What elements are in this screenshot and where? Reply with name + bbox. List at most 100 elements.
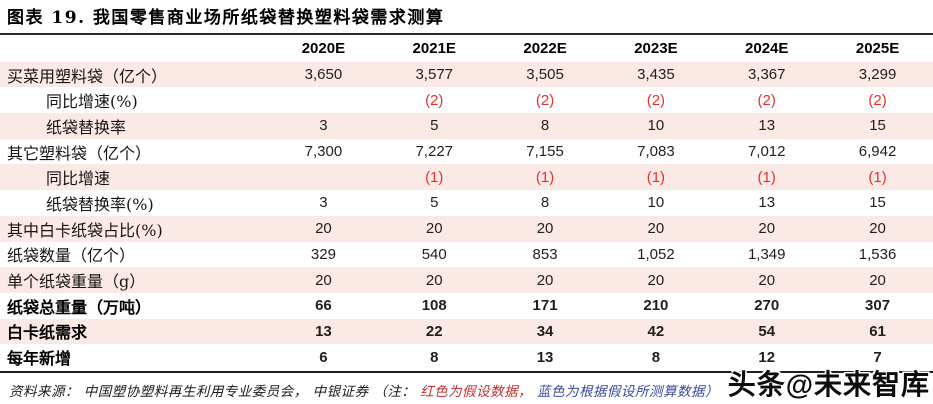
table-row: 纸袋数量（亿个） 329 540 853 1,052 1,349 1,536 [0, 242, 933, 268]
row-label: 买菜用塑料袋（亿个） [7, 66, 168, 86]
cell-value: 10 [647, 194, 665, 212]
cell-value: 7,083 [637, 143, 675, 161]
cell-value: 1,052 [637, 245, 675, 263]
row-label: 纸袋替换率 [46, 117, 127, 137]
title-rule [0, 33, 933, 35]
column-header: 2021E [412, 40, 456, 58]
cell-value: 8 [651, 348, 661, 366]
cell-value: 3,505 [526, 66, 564, 84]
cell-value: 8 [540, 194, 550, 212]
cell-value: (1) [646, 168, 666, 186]
cell-value: 7,300 [304, 143, 343, 161]
cell-value: 13 [758, 194, 776, 212]
cell-value: 12 [758, 348, 776, 366]
cell-value: 171 [532, 297, 558, 315]
row-label: 纸袋总重量（万吨） [7, 297, 152, 317]
table-row: 纸袋总重量（万吨） 66 108 171 210 270 307 [0, 293, 933, 319]
row-label: 白卡纸需求 [7, 323, 88, 343]
cell-value: 540 [421, 245, 447, 263]
column-header: 2025E [855, 40, 900, 58]
cell-value: (2) [757, 91, 776, 109]
table-row: 其中白卡纸袋占比(%) 20 20 20 20 20 20 [0, 215, 933, 242]
cell-value: 66 [315, 297, 332, 315]
row-label: 单个纸袋重量（g） [7, 272, 146, 292]
cell-value: 20 [315, 220, 332, 238]
cell-value: 7,155 [526, 143, 564, 161]
source-note: 资料来源： 中国塑协塑料再生利用专业委员会， 中银证券 （注： 红色为假设数据，… [0, 373, 933, 400]
cell-value: (2) [535, 91, 555, 109]
cell-value: 210 [643, 297, 669, 315]
cell-value: 20 [425, 220, 443, 238]
cell-value: 1,536 [858, 245, 897, 263]
cell-value: 20 [758, 220, 776, 238]
header-row: 2020E 2021E 2022E 2023E 2024E 2025E [0, 36, 933, 62]
cell-value: 20 [869, 271, 886, 289]
row-label: 同比增速 [46, 169, 111, 189]
column-header: 2023E [634, 40, 678, 58]
source-note-segment: 资料来源： 中国塑协塑料再生利用专业委员会， 中银证券 （注： [9, 383, 421, 400]
source-note-segment: 蓝色为根据假设所测算数据） [536, 383, 719, 400]
cell-value: 307 [865, 297, 891, 315]
label-column-header [0, 36, 268, 62]
table-row: 纸袋替换率 3 5 8 10 13 15 [0, 113, 933, 139]
column-header: 2022E [523, 40, 567, 58]
watermark: 头条@未来智库 [727, 369, 930, 400]
table-row: 每年新增 6 8 13 8 12 7 [0, 344, 933, 370]
cell-value: 20 [536, 220, 554, 238]
cell-value: (1) [868, 168, 887, 186]
cell-value: (1) [757, 168, 776, 186]
cell-value: 6 [319, 348, 328, 366]
cell-value: 54 [758, 322, 776, 340]
cell-value: (1) [425, 168, 444, 186]
cell-value: 42 [647, 322, 665, 340]
figure-title: 图表 19. 我国零售商业场所纸袋替换塑料袋需求测算 [7, 8, 445, 28]
cell-value: 3,367 [747, 66, 786, 84]
table-row: 同比增速(%) (2) (2) (2) (2) (2) [0, 87, 933, 113]
cell-value [268, 87, 379, 113]
row-label: 同比增速(%) [46, 92, 138, 112]
cell-value: 34 [536, 322, 554, 340]
cell-value: 10 [647, 117, 665, 135]
cell-value: 3,435 [637, 66, 675, 84]
cell-value: 108 [421, 297, 447, 315]
table-row: 其它塑料袋（亿个） 7,300 7,227 7,155 7,083 7,012 6,942 [0, 139, 933, 165]
cell-value: 6,942 [858, 143, 897, 161]
cell-value: 15 [869, 117, 886, 135]
cell-value: 20 [647, 220, 665, 238]
cell-value: 5 [430, 194, 439, 212]
cell-value: 3,650 [304, 66, 343, 84]
cell-value: 15 [869, 194, 886, 212]
cell-value: 3 [319, 194, 328, 212]
row-label: 纸袋数量（亿个） [7, 246, 136, 266]
cell-value: 13 [536, 348, 554, 366]
cell-value: 20 [758, 271, 776, 289]
column-header: 2020E [301, 40, 346, 58]
cell-value: 270 [754, 297, 780, 315]
row-label: 每年新增 [7, 349, 72, 369]
cell-value: (2) [646, 91, 666, 109]
cell-value [268, 164, 379, 190]
cell-value: 13 [758, 117, 776, 135]
row-label: 其它塑料袋（亿个） [7, 143, 152, 163]
cell-value: (2) [425, 91, 444, 109]
cell-value: 13 [315, 322, 332, 340]
cell-value: (2) [868, 91, 887, 109]
cell-value: 7 [873, 348, 882, 366]
cell-value: 20 [647, 271, 665, 289]
cell-value: 20 [869, 220, 886, 238]
demand-table: 2020E 2021E 2022E 2023E 2024E 2025E 买菜用塑料袋（亿个… [0, 36, 933, 370]
table-row: 买菜用塑料袋（亿个） 3,650 3,577 3,505 3,435 3,367 3,299 [0, 61, 933, 88]
table-row: 白卡纸需求 13 22 34 42 54 61 [0, 318, 933, 345]
cell-value: 3 [319, 117, 328, 135]
row-label: 其中白卡纸袋占比(%) [7, 220, 163, 240]
table-row: 单个纸袋重量（g） 20 20 20 20 20 20 [0, 267, 933, 293]
cell-value: (1) [535, 168, 555, 186]
column-header: 2024E [745, 40, 789, 58]
cell-value: 5 [430, 117, 439, 135]
cell-value: 20 [425, 271, 443, 289]
table-bottom-rule [0, 370, 933, 373]
cell-value: 20 [536, 271, 554, 289]
cell-value: 8 [430, 348, 439, 366]
cell-value: 7,012 [747, 143, 786, 161]
source-note-segment: 红色为假设数据， [420, 383, 537, 400]
